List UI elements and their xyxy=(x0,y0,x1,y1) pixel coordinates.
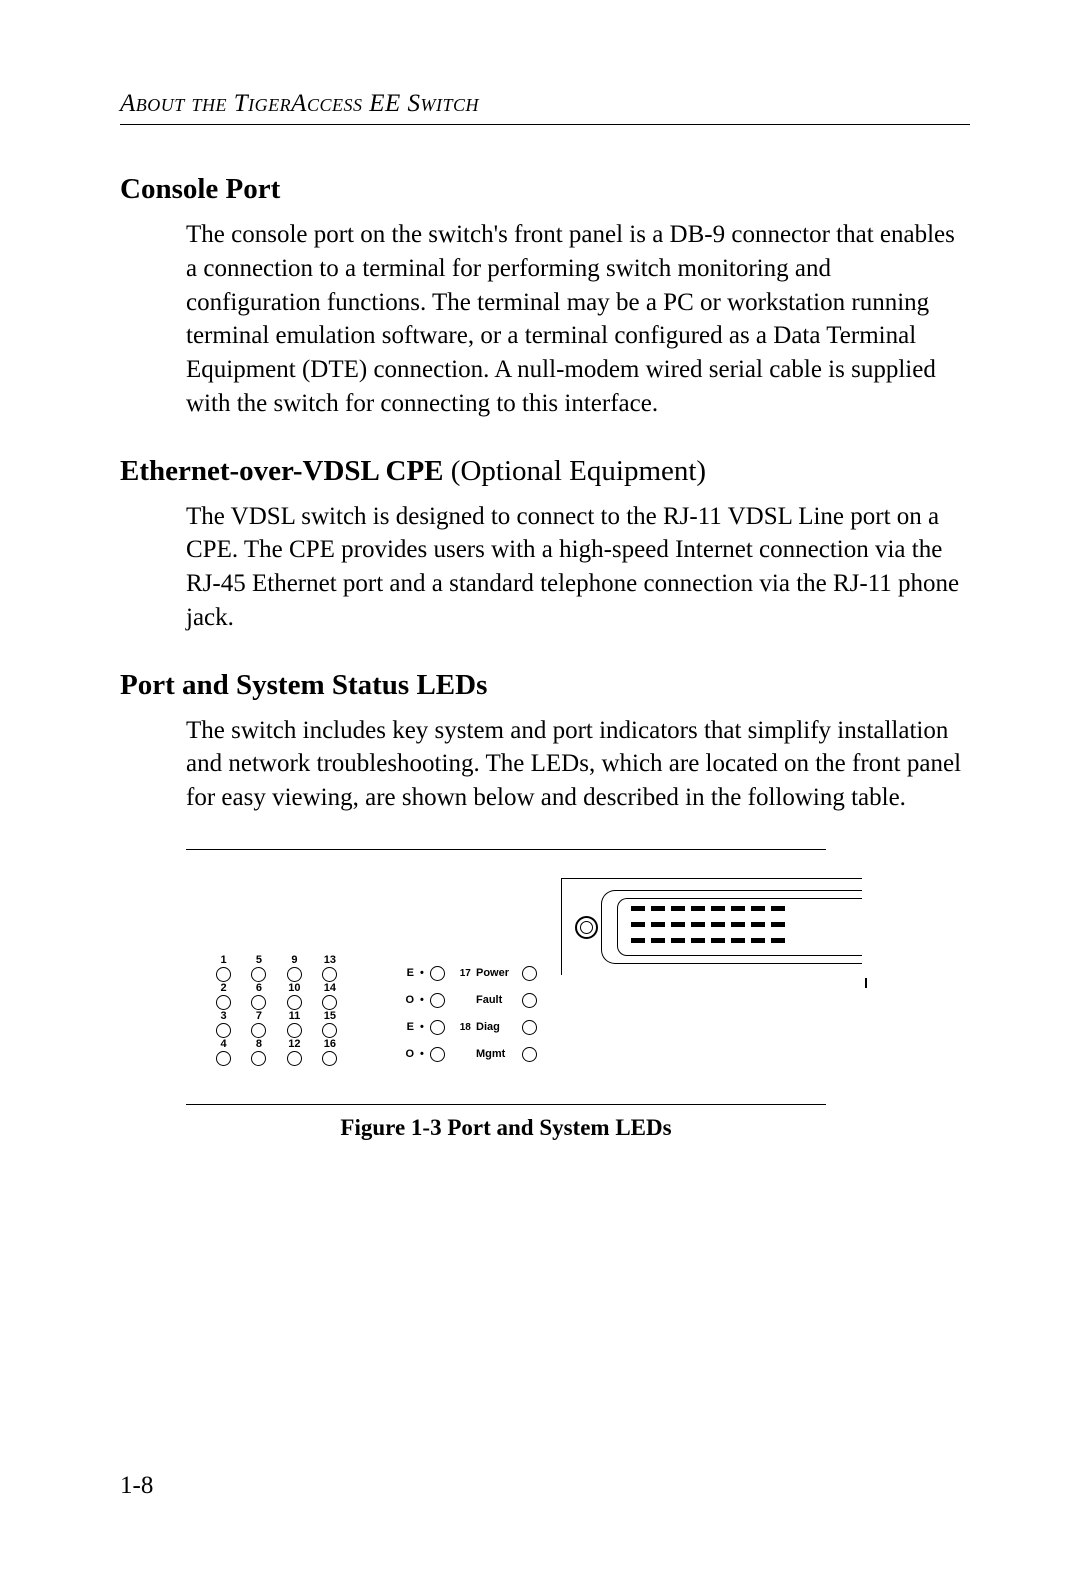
port-col-4: 13 14 15 16 xyxy=(322,954,337,1066)
screw-icon xyxy=(575,916,598,939)
led-icon xyxy=(522,993,537,1008)
led-icon xyxy=(430,1020,445,1035)
figure-1-3: 1 2 3 4 5 6 7 8 9 10 11 12 xyxy=(186,849,970,1141)
led-icon xyxy=(216,967,231,982)
connector-panel xyxy=(561,878,861,988)
led-icon xyxy=(430,1047,445,1062)
dot-icon: • xyxy=(420,1048,424,1060)
led-icon xyxy=(430,966,445,981)
led-icon xyxy=(216,1023,231,1038)
sys-row: Power xyxy=(476,960,537,987)
port-num: 1 xyxy=(216,954,231,966)
led-icon xyxy=(251,967,266,982)
eo-row: E • 18 xyxy=(396,1014,471,1041)
body-cpe: The VDSL switch is designed to connect t… xyxy=(186,500,970,635)
led-icon xyxy=(322,1051,337,1066)
sys-label: Fault xyxy=(476,994,514,1006)
tick-mark xyxy=(865,978,867,988)
eo-row: O• xyxy=(396,987,471,1014)
page: About the TigerAccess EE Switch Console … xyxy=(0,0,1080,1570)
led-icon xyxy=(522,1047,537,1062)
eo-sub: 18 xyxy=(451,1022,471,1033)
led-icon xyxy=(251,995,266,1010)
heading-leds: Port and System Status LEDs xyxy=(120,669,970,702)
system-led-column: Power Fault Diag Mgmt xyxy=(476,960,537,1068)
heading-cpe: Ethernet-over-VDSL CPE (Optional Equipme… xyxy=(120,455,970,488)
body-console-port: The console port on the switch's front p… xyxy=(186,218,970,421)
eo-row: E • 17 xyxy=(396,960,471,987)
eo-label: O xyxy=(396,1048,414,1060)
led-icon xyxy=(216,1051,231,1066)
led-icon xyxy=(522,1020,537,1035)
led-diagram: 1 2 3 4 5 6 7 8 9 10 11 12 xyxy=(186,864,866,1084)
figure-rule-bottom xyxy=(186,1104,826,1105)
led-icon xyxy=(287,1051,302,1066)
port-led-grid: 1 2 3 4 5 6 7 8 9 10 11 12 xyxy=(216,954,353,1066)
led-icon xyxy=(216,995,231,1010)
port-num: 13 xyxy=(322,954,337,966)
port-num: 11 xyxy=(287,1010,302,1022)
led-icon xyxy=(322,967,337,982)
led-icon xyxy=(287,995,302,1010)
heading-console-port: Console Port xyxy=(120,173,970,206)
led-icon xyxy=(522,966,537,981)
port-num: 5 xyxy=(251,954,266,966)
pin-row-2 xyxy=(631,922,785,928)
port-col-2: 5 6 7 8 xyxy=(251,954,266,1066)
led-icon xyxy=(322,1023,337,1038)
sys-label: Diag xyxy=(476,1021,514,1033)
sys-label: Mgmt xyxy=(476,1048,514,1060)
eo-label: O xyxy=(396,994,414,1006)
port-num: 15 xyxy=(322,1010,337,1022)
dot-icon: • xyxy=(420,967,424,979)
pin-row-3 xyxy=(631,938,785,944)
sys-label: Power xyxy=(476,967,514,979)
port-num: 9 xyxy=(287,954,302,966)
sys-row: Fault xyxy=(476,987,537,1014)
page-number: 1-8 xyxy=(120,1472,153,1500)
eo-label: E xyxy=(396,1021,414,1033)
led-icon xyxy=(322,995,337,1010)
port-num: 12 xyxy=(287,1038,302,1050)
led-icon xyxy=(287,967,302,982)
heading-cpe-optional: (Optional Equipment) xyxy=(444,455,707,487)
sys-row: Diag xyxy=(476,1014,537,1041)
port-num: 10 xyxy=(287,982,302,994)
eo-sub: 17 xyxy=(451,968,471,979)
port-col-3: 9 10 11 12 xyxy=(287,954,302,1066)
figure-rule-top xyxy=(186,849,826,850)
running-head: About the TigerAccess EE Switch xyxy=(120,90,970,125)
port-num: 14 xyxy=(322,982,337,994)
led-icon xyxy=(251,1051,266,1066)
heading-cpe-bold: Ethernet-over-VDSL CPE xyxy=(120,455,444,487)
eo-row: O• xyxy=(396,1041,471,1068)
dot-icon: • xyxy=(420,1021,424,1033)
led-icon xyxy=(251,1023,266,1038)
eo-label: E xyxy=(396,967,414,979)
led-icon xyxy=(287,1023,302,1038)
dot-icon: • xyxy=(420,994,424,1006)
body-leds: The switch includes key system and port … xyxy=(186,714,970,815)
port-col-1: 1 2 3 4 xyxy=(216,954,231,1066)
pin-row-1 xyxy=(631,906,785,912)
eo-led-column: E•17 O• E•18 O• xyxy=(396,960,471,1068)
running-head-text: About the TigerAccess EE Switch xyxy=(120,90,479,117)
sys-row: Mgmt xyxy=(476,1041,537,1068)
port-num: 16 xyxy=(322,1038,337,1050)
figure-caption: Figure 1-3 Port and System LEDs xyxy=(186,1115,826,1141)
led-icon xyxy=(430,993,445,1008)
